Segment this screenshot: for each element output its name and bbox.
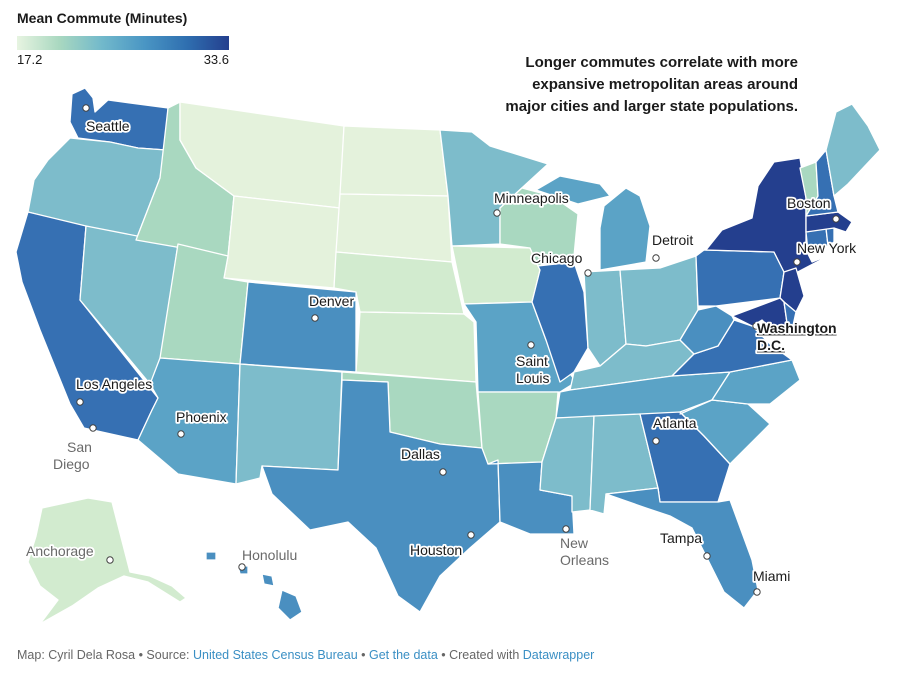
footer-credits: Map: Cyril Dela Rosa • Source: United St… [17,648,594,662]
state-maine[interactable] [825,103,881,197]
state-west-virginia[interactable] [679,305,735,355]
denver-dot [311,314,319,322]
state-south-dakota[interactable] [335,193,453,263]
atlanta-dot [652,437,660,445]
seattle-dot [82,104,90,112]
legend-title: Mean Commute (Minutes) [17,10,188,26]
phoenix-label: Phoenix [176,409,227,425]
miami-label: Miami [753,568,790,584]
boston-dot [832,215,840,223]
state-north-carolina[interactable] [679,359,801,415]
denver-label: Denver [309,293,354,309]
washington-dc-label-line1[interactable]: Washington [755,318,838,338]
state-hawaii-kauai[interactable] [205,551,217,561]
state-iowa[interactable] [451,245,541,305]
los-angeles-label: Los Angeles [76,376,152,392]
san-diego-label-line2: Diego [53,456,90,472]
state-illinois[interactable] [531,261,589,383]
state-texas[interactable] [261,379,501,613]
dallas-dot [439,468,447,476]
seattle-label: Seattle [86,118,130,134]
footer-separator-2: • Created with [437,648,523,662]
state-wisconsin[interactable] [499,187,579,267]
footer-prefix: Map: Cyril Dela Rosa • Source: [17,648,193,662]
chicago-label: Chicago [531,250,583,266]
san-diego-label-line1: San [67,439,92,455]
state-hawaii-maui[interactable] [261,573,275,587]
washington-dc-label-line2[interactable]: D.C. [755,335,787,355]
get-data-link[interactable]: Get the data [368,648,438,662]
boston-label: Boston [787,195,831,211]
legend-labels: 17.2 33.6 [17,52,229,70]
state-delaware[interactable] [783,301,797,331]
san-diego-dot [89,424,97,432]
atlanta-label: Atlanta [653,415,697,431]
new-york-label: New York [797,240,857,256]
legend-min: 17.2 [17,52,43,67]
detroit-dot [652,254,660,262]
state-kansas[interactable] [355,311,477,383]
anchorage-dot [106,556,114,564]
minneapolis-dot [493,209,501,217]
dallas-label: Dallas [401,446,440,462]
tampa-dot [703,552,711,560]
tampa-label: Tampa [660,530,702,546]
new-york-dot [793,258,801,266]
washington-dc-dot [752,322,760,330]
map-legend: Mean Commute (Minutes) 17.2 33.6 [17,10,232,70]
saint-louis-label-line2: Louis [516,370,549,386]
state-new-mexico[interactable] [235,363,343,485]
state-michigan-lower[interactable] [599,187,651,271]
chicago-dot [584,269,592,277]
legend-color-scale [17,36,229,50]
state-north-dakota[interactable] [339,125,449,197]
legend-max: 33.6 [203,52,229,67]
miami-dot [753,588,761,596]
los-angeles-dot [76,398,84,406]
source-link[interactable]: United States Census Bureau [192,648,358,662]
new-orleans-label-line2: Orleans [560,552,609,568]
honolulu-dot [238,563,246,571]
houston-label: Houston [410,542,462,558]
us-choropleth-map: Seattle Minneapolis Boston Detroit Chica… [15,87,881,625]
state-wyoming[interactable] [223,195,341,289]
detroit-label: Detroit [652,232,693,248]
datawrapper-link[interactable]: Datawrapper [522,648,595,662]
state-hawaii-big-island[interactable] [277,589,303,621]
new-orleans-dot [562,525,570,533]
state-florida[interactable] [605,487,759,609]
map-headline: Longer commutes correlate with more expa… [505,54,798,115]
saint-louis-dot [527,341,535,349]
footer-separator-1: • [357,648,369,662]
saint-louis-label-line1: Saint [516,353,548,369]
state-michigan-upper[interactable] [535,175,611,205]
new-orleans-label-line1: New [560,535,589,551]
state-pennsylvania[interactable] [695,249,785,307]
houston-dot [467,531,475,539]
anchorage-label: Anchorage [26,543,94,559]
honolulu-label: Honolulu [242,547,297,563]
minneapolis-label: Minneapolis [494,190,569,206]
phoenix-dot [177,430,185,438]
